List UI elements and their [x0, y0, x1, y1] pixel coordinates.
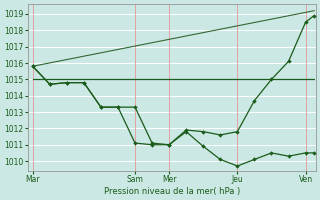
X-axis label: Pression niveau de la mer( hPa ): Pression niveau de la mer( hPa )	[104, 187, 240, 196]
